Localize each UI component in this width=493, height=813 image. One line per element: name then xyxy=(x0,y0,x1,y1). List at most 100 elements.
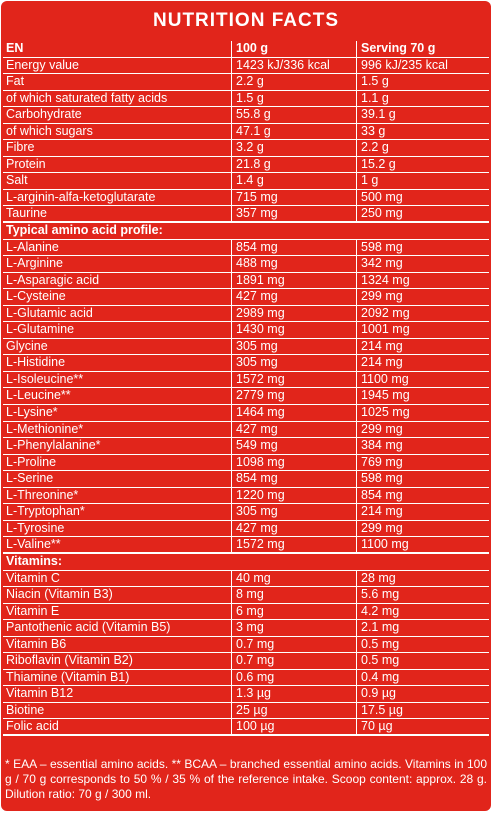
row-serving: 214 mg xyxy=(356,338,489,355)
table-row: L-Cysteine 427 mg 299 mg xyxy=(3,289,489,306)
row-name: L-Cysteine xyxy=(6,289,66,304)
table-row: Niacin (Vitamin B3) 8 mg 5.6 mg xyxy=(3,587,489,604)
row-name: Vitamin B6 xyxy=(6,636,67,651)
row-serving: 1001 mg xyxy=(356,322,489,338)
row-per100: 47.1 g xyxy=(231,123,356,140)
row-serving: 5.6 mg xyxy=(356,587,489,603)
row-serving: 299 mg xyxy=(356,289,489,305)
row-per100: 427 mg xyxy=(231,520,356,537)
table-row: Vitamin B6 0.7 mg 0.5 mg xyxy=(3,636,489,654)
row-per100: 305 mg xyxy=(231,338,356,355)
row-name: L-Glutamine xyxy=(6,322,75,337)
row-serving: 0.9 µg xyxy=(356,686,489,702)
row-name: L-Proline xyxy=(6,454,57,469)
table-row: Vitamin C 40 mg 28 mg xyxy=(3,570,489,588)
table-row: L-Tyrosine 427 mg 299 mg xyxy=(3,520,489,538)
amino-section-heading-label: Typical amino acid profile: xyxy=(6,223,163,238)
row-per100: 6 mg xyxy=(231,603,356,620)
row-per100: 305 mg xyxy=(231,504,356,520)
row-name: Glycine xyxy=(6,338,48,353)
row-serving: 2.1 mg xyxy=(356,620,489,636)
row-serving: 996 kJ/235 kcal xyxy=(356,57,489,74)
row-per100: 100 µg xyxy=(231,719,356,734)
header-language: EN xyxy=(6,41,24,55)
row-serving: 4.2 mg xyxy=(356,603,489,620)
table-row: Thiamine (Vitamin B1) 0.6 mg 0.4 mg xyxy=(3,669,489,687)
row-per100: 305 mg xyxy=(231,355,356,371)
table-row: L-Methionine* 427 mg 299 mg xyxy=(3,421,489,439)
row-per100: 715 mg xyxy=(231,189,356,206)
row-name: L-Leucine** xyxy=(6,388,71,403)
row-per100: 0.7 mg xyxy=(231,636,356,653)
row-per100: 1098 mg xyxy=(231,454,356,471)
row-serving: 1.1 g xyxy=(356,90,489,107)
row-name: L-Glutamic acid xyxy=(6,305,93,320)
row-name: Carbohydrate xyxy=(6,107,82,122)
row-serving: 39.1 g xyxy=(356,107,489,123)
row-name: L-Arginine xyxy=(6,256,63,271)
table-row: L-Phenylalanine* 549 mg 384 mg xyxy=(3,438,489,455)
table-row: Energy value 1423 kJ/336 kcal 996 kJ/235 k… xyxy=(3,57,489,75)
row-per100: 549 mg xyxy=(231,438,356,454)
row-per100: 1.5 g xyxy=(231,90,356,107)
row-per100: 40 mg xyxy=(231,570,356,587)
table-row: Protein 21.8 g 15.2 g xyxy=(3,156,489,174)
table-row: Taurine 357 mg 250 mg xyxy=(3,206,489,224)
row-serving: 1.5 g xyxy=(356,74,489,90)
table-row: L-Asparagic acid 1891 mg 1324 mg xyxy=(3,272,489,290)
row-per100: 25 µg xyxy=(231,702,356,719)
row-per100: 3 mg xyxy=(231,620,356,636)
row-per100: 1572 mg xyxy=(231,371,356,388)
row-serving: 0.5 mg xyxy=(356,653,489,669)
row-per100: 854 mg xyxy=(231,239,356,256)
table-row: L-Serine 854 mg 598 mg xyxy=(3,471,489,488)
row-serving: 342 mg xyxy=(356,256,489,272)
row-name: L-Histidine xyxy=(6,355,66,370)
row-per100: 854 mg xyxy=(231,471,356,487)
row-per100: 427 mg xyxy=(231,289,356,305)
row-serving: 1 g xyxy=(356,173,489,189)
row-name: L-Tryptophan* xyxy=(6,504,85,519)
table-row: of which saturated fatty acids 1.5 g 1.1 g xyxy=(3,90,489,108)
row-serving: 214 mg xyxy=(356,355,489,371)
row-name: L-Tyrosine xyxy=(6,520,65,535)
row-name: of which saturated fatty acids xyxy=(6,90,168,105)
row-per100: 1220 mg xyxy=(231,487,356,504)
row-serving: 1945 mg xyxy=(356,388,489,405)
table-row: Glycine 305 mg 214 mg xyxy=(3,338,489,356)
row-name: L-Threonine* xyxy=(6,487,79,502)
row-per100: 357 mg xyxy=(231,206,356,222)
row-per100: 55.8 g xyxy=(231,107,356,123)
row-serving: 2.2 g xyxy=(356,140,489,156)
row-name: Vitamin C xyxy=(6,570,60,585)
table-row: L-Leucine** 2779 mg 1945 mg xyxy=(3,388,489,406)
row-name: Protein xyxy=(6,156,46,171)
row-name: Vitamin E xyxy=(6,603,60,618)
row-name: L-arginin-alfa-ketoglutarate xyxy=(6,189,156,204)
row-name: Thiamine (Vitamin B1) xyxy=(6,669,130,684)
row-name: L-Serine xyxy=(6,471,54,486)
row-name: Fat xyxy=(6,74,25,89)
row-per100: 3.2 g xyxy=(231,140,356,156)
row-name: L-Lysine* xyxy=(6,405,58,420)
row-per100: 1572 mg xyxy=(231,537,356,552)
table-row: L-Glutamine 1430 mg 1001 mg xyxy=(3,322,489,339)
row-name: Vitamin B12 xyxy=(6,686,74,701)
row-serving: 598 mg xyxy=(356,471,489,487)
table-row: L-Threonine* 1220 mg 854 mg xyxy=(3,487,489,505)
table-row: L-arginin-alfa-ketoglutarate 715 mg 500 mg xyxy=(3,189,489,207)
vitamins-section-heading-label: Vitamins: xyxy=(6,553,63,568)
table-row: L-Valine** 1572 mg 1100 mg xyxy=(3,537,489,554)
nutrition-table: EN 100 g Serving 70 g Energy value 1423 k… xyxy=(3,41,489,736)
table-row: Vitamin B12 1.3 µg 0.9 µg xyxy=(3,686,489,703)
row-per100: 1423 kJ/336 kcal xyxy=(231,57,356,74)
table-row: L-Proline 1098 mg 769 mg xyxy=(3,454,489,472)
row-per100: 1.3 µg xyxy=(231,686,356,702)
footnote: * EAA – essential amino acids. ** BCAA –… xyxy=(5,757,487,801)
row-name: L-Alanine xyxy=(6,239,59,254)
row-per100: 2779 mg xyxy=(231,388,356,405)
row-serving: 769 mg xyxy=(356,454,489,471)
row-serving: 0.4 mg xyxy=(356,669,489,686)
table-row: Vitamin E 6 mg 4.2 mg xyxy=(3,603,489,621)
